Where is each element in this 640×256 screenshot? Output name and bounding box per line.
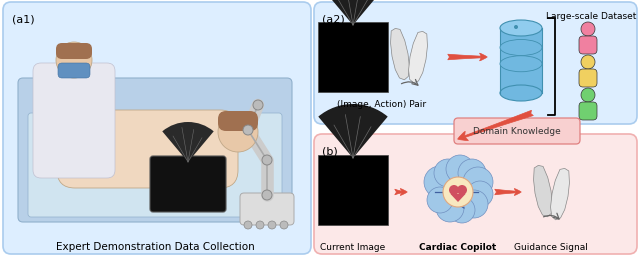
Ellipse shape [500,85,542,101]
Polygon shape [550,168,570,220]
FancyBboxPatch shape [314,2,637,124]
Circle shape [244,221,252,229]
Bar [318,155,388,225]
Circle shape [218,112,258,152]
Circle shape [262,155,272,165]
Circle shape [256,221,264,229]
Circle shape [514,25,518,29]
FancyBboxPatch shape [314,134,637,254]
FancyBboxPatch shape [150,156,226,212]
Text: (Image, Action) Pair: (Image, Action) Pair [337,100,427,109]
Circle shape [581,22,595,36]
Polygon shape [408,31,428,83]
Text: (a1): (a1) [12,14,35,24]
Circle shape [56,42,92,78]
Circle shape [467,181,493,207]
FancyBboxPatch shape [18,78,292,222]
Text: Expert Demonstration Data Collection: Expert Demonstration Data Collection [56,242,254,252]
Circle shape [262,190,272,200]
Wedge shape [318,104,388,158]
FancyBboxPatch shape [28,113,282,217]
FancyBboxPatch shape [579,36,597,54]
FancyBboxPatch shape [56,43,92,59]
FancyBboxPatch shape [57,110,238,188]
Text: Current Image: Current Image [321,243,386,252]
Circle shape [460,190,488,218]
Circle shape [430,164,486,220]
Circle shape [434,159,462,187]
Wedge shape [163,122,214,162]
Polygon shape [451,194,465,202]
Wedge shape [318,0,388,25]
FancyBboxPatch shape [33,63,115,178]
Circle shape [436,194,464,222]
Text: Guidance Signal: Guidance Signal [514,243,588,252]
FancyBboxPatch shape [240,193,294,225]
FancyBboxPatch shape [218,111,258,131]
Text: Large-scale Dataset: Large-scale Dataset [546,12,636,21]
Circle shape [449,185,459,195]
FancyBboxPatch shape [579,69,597,87]
Circle shape [424,166,456,198]
FancyBboxPatch shape [58,63,90,78]
Circle shape [280,221,288,229]
Circle shape [581,88,595,102]
Text: Domain Knowledge: Domain Knowledge [473,126,561,135]
FancyBboxPatch shape [3,2,311,254]
Text: Cardiac Copilot: Cardiac Copilot [419,243,497,252]
Ellipse shape [500,20,542,36]
Ellipse shape [500,56,542,72]
Circle shape [243,125,253,135]
Circle shape [443,177,473,207]
Circle shape [427,187,453,213]
Circle shape [449,197,475,223]
Bar [500,28,542,93]
FancyBboxPatch shape [454,118,580,144]
Circle shape [446,155,474,183]
Text: (b): (b) [322,147,338,157]
Polygon shape [534,165,552,217]
FancyBboxPatch shape [579,102,597,120]
Circle shape [463,167,493,197]
Circle shape [458,159,486,187]
Ellipse shape [500,39,542,56]
Polygon shape [390,28,410,80]
Circle shape [268,221,276,229]
Bar [318,22,388,92]
Text: (a2): (a2) [322,14,345,24]
Circle shape [581,55,595,69]
Circle shape [457,185,467,195]
Circle shape [253,100,263,110]
